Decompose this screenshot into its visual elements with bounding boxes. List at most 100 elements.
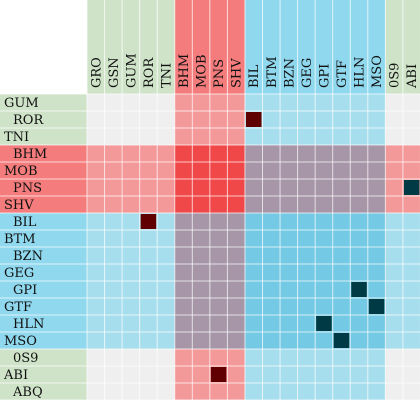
group-overlap-cell	[244, 196, 263, 213]
group-overlap-cell	[315, 145, 333, 162]
column-label-gro: GRO	[89, 57, 104, 88]
group-overlap-cell	[209, 213, 228, 230]
group-overlap-cell	[367, 230, 386, 247]
column-label-shv: SHV	[230, 58, 245, 88]
column-header-strip	[297, 0, 316, 94]
group-overlap-cell	[297, 298, 316, 315]
group-overlap-cell	[262, 179, 281, 196]
group-overlap-cell	[332, 281, 351, 298]
column-header-strip	[244, 0, 263, 94]
group-overlap-cell	[174, 247, 193, 264]
group-overlap-cell	[244, 247, 263, 264]
column-header-strip	[262, 0, 281, 94]
group-overlap-cell	[262, 264, 281, 281]
link-cells	[140, 112, 420, 382]
group-overlap-cell	[244, 162, 263, 179]
group-overlap-cell	[315, 298, 333, 315]
group-overlap-cell	[350, 213, 368, 230]
group-overlap-cell	[209, 179, 228, 196]
row-header-strip	[0, 366, 87, 383]
group-overlap-cell	[297, 315, 316, 332]
column-label-bhm: BHM	[177, 54, 192, 88]
row-label-mob: MOB	[4, 164, 38, 179]
row-label-abi: ABI	[3, 368, 28, 383]
group-overlap-cell	[332, 264, 351, 281]
column-labels: GRO GSN GUM ROR TNI BHM MOB PNS SHV BIL BTM BZN GEG G…	[89, 53, 420, 89]
row-label-bhm: BHM	[13, 147, 47, 162]
group-overlap-cell	[262, 213, 281, 230]
group-overlap-cell	[332, 213, 351, 230]
group-overlap-cell	[332, 145, 351, 162]
group-overlap-cell	[350, 332, 368, 349]
group-overlap-cell	[280, 281, 298, 298]
group-overlap-cell	[280, 264, 298, 281]
row-label-pns: PNS	[13, 181, 42, 196]
group-overlap-cell	[209, 315, 228, 332]
column-label-geg: GEG	[300, 58, 315, 88]
column-header-strip	[122, 0, 140, 94]
row-label-gtf: GTF	[4, 300, 32, 315]
group-overlap-cell	[315, 332, 333, 349]
group-overlap-cell	[297, 230, 316, 247]
column-header-strip	[157, 0, 175, 94]
group-overlap-cell	[244, 213, 263, 230]
group-overlap-cell	[315, 196, 333, 213]
group-overlap-cell	[209, 298, 228, 315]
column-label-abi: ABI	[405, 64, 420, 89]
row-header-strip	[0, 179, 87, 196]
group-overlap-cell	[332, 298, 351, 315]
group-overlap-cell	[192, 281, 210, 298]
group-overlap-cell	[297, 247, 316, 264]
group-overlap-cell	[244, 332, 263, 349]
group-overlap-cell	[174, 213, 193, 230]
column-header-strip	[367, 0, 386, 94]
link-cell-gtf-mso	[368, 299, 385, 314]
group-overlap-cell	[280, 332, 298, 349]
column-label-ror: ROR	[142, 57, 157, 88]
row-header-strip	[0, 128, 87, 145]
group-overlap-cell	[262, 332, 281, 349]
group-overlap-cell	[315, 230, 333, 247]
group-overlap-cell	[244, 264, 263, 281]
group-overlap-cell	[192, 298, 210, 315]
group-overlap-cell	[350, 247, 368, 264]
column-header-strip	[209, 0, 228, 94]
group-overlap-cell	[262, 247, 281, 264]
column-header-strip	[350, 0, 368, 94]
link-cell-ror-bil	[245, 112, 262, 127]
group-overlap-cell	[227, 247, 245, 264]
group-overlap-cell	[280, 162, 298, 179]
row-label-ror: ROR	[13, 113, 44, 128]
column-header-strip	[315, 0, 333, 94]
group-overlap-cell	[262, 281, 281, 298]
row-header-strip	[0, 111, 87, 128]
group-overlap-cell	[174, 264, 193, 281]
group-overlap-cell	[174, 145, 193, 162]
grid-lines	[0, 0, 420, 400]
group-overlap-cell	[315, 264, 333, 281]
group-overlap-cell	[350, 162, 368, 179]
group-overlap-cell	[192, 264, 210, 281]
group-overlap-cell	[350, 179, 368, 196]
row-header-strip	[0, 264, 87, 281]
group-overlap-cell	[192, 332, 210, 349]
group-overlap-cell	[227, 315, 245, 332]
column-label-gtf: GTF	[335, 60, 350, 88]
group-overlap-cell	[367, 179, 386, 196]
row-header-strip	[0, 349, 87, 366]
row-label-0s9: 0S9	[13, 351, 38, 366]
column-label-btm: BTM	[265, 56, 280, 88]
row-label-tni: TNI	[4, 130, 29, 145]
link-cell-pns-abi	[403, 180, 420, 195]
column-header-strip	[192, 0, 210, 94]
group-overlap-cell	[367, 332, 386, 349]
group-overlap-cell	[332, 179, 351, 196]
group-overlap-cell	[209, 162, 228, 179]
row-label-bil: BIL	[13, 215, 37, 230]
group-overlap-cell	[297, 179, 316, 196]
row-label-shv: SHV	[4, 198, 34, 213]
group-overlap-cell	[367, 264, 386, 281]
column-header-strip	[402, 0, 420, 94]
row-header-strip	[0, 213, 87, 230]
